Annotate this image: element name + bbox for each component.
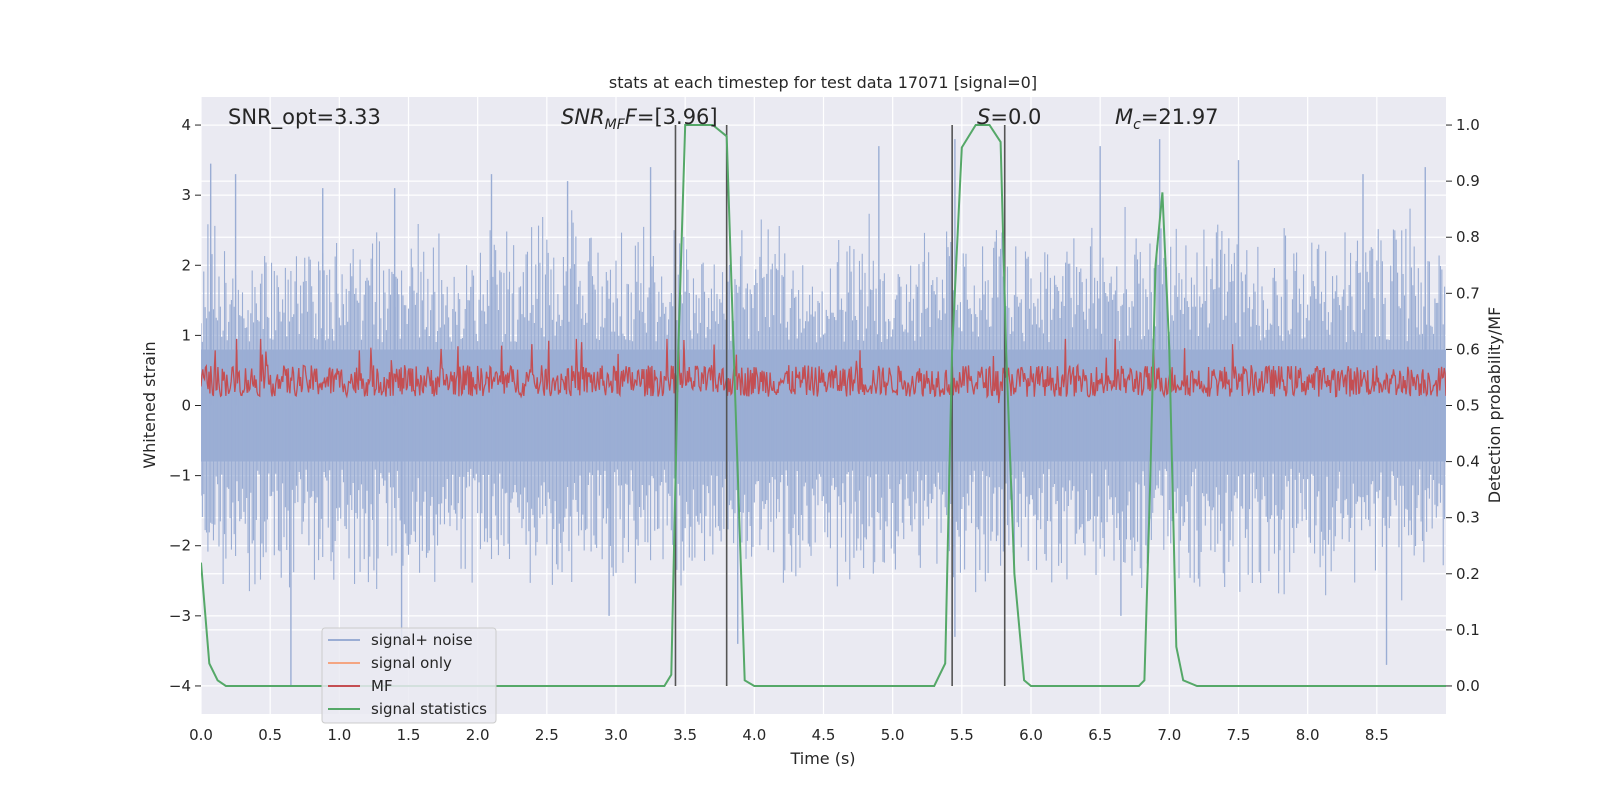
x-tick-label: 7.5 xyxy=(1227,726,1251,744)
annotation-snr-mf: SNRMFF=[3.96] xyxy=(561,105,718,133)
y-right-tick-label: 0.2 xyxy=(1456,565,1480,583)
y-tick-label: 3 xyxy=(181,186,191,204)
x-tick-label: 4.0 xyxy=(742,726,766,744)
y-tick-label: −2 xyxy=(169,537,191,555)
x-axis-label: Time (s) xyxy=(789,749,855,768)
x-tick-label: 6.0 xyxy=(1019,726,1043,744)
x-tick-label: 3.5 xyxy=(673,726,697,744)
x-tick-label: 1.5 xyxy=(397,726,421,744)
x-tick-label: 0.0 xyxy=(189,726,213,744)
y-right-tick-label: 0.3 xyxy=(1456,509,1480,527)
y-tick-label: 2 xyxy=(181,256,191,274)
x-tick-label: 2.5 xyxy=(535,726,559,744)
y-tick-label: −1 xyxy=(169,467,191,485)
x-tick-label: 8.5 xyxy=(1365,726,1389,744)
y-right-tick-label: 0.0 xyxy=(1456,677,1480,695)
annotation-s: S=0.0 xyxy=(977,105,1041,129)
legend-box xyxy=(321,627,497,724)
y-tick-label: 0 xyxy=(181,397,191,415)
y-right-tick-label: 0.6 xyxy=(1456,340,1480,358)
mf-line xyxy=(201,338,1446,404)
x-tick-label: 7.0 xyxy=(1157,726,1181,744)
annotation-snr-opt: SNR_opt=3.33 xyxy=(228,105,381,130)
y-right-tick-label: 1.0 xyxy=(1456,116,1480,134)
y-tick-label: −4 xyxy=(169,677,191,695)
y-axis-label-left: Whitened strain xyxy=(140,341,159,468)
series-mf xyxy=(201,338,1446,404)
y-right-tick-label: 0.8 xyxy=(1456,228,1480,246)
x-tick-label: 5.5 xyxy=(950,726,974,744)
x-tick-label: 3.0 xyxy=(604,726,628,744)
x-ticks: 0.0 0.5 1.0 1.5 2.0 2.5 3.0 3.5 4.0 4.5 5.0 5.5 6.0 6… xyxy=(189,726,1389,744)
vertical-markers xyxy=(674,125,1006,686)
y-right-tick-label: 0.1 xyxy=(1456,621,1480,639)
y-right-tick-label: 0.5 xyxy=(1456,397,1480,415)
y-right-tick-label: 0.4 xyxy=(1456,453,1480,471)
legend-label-mf: MF xyxy=(371,677,393,695)
x-tick-label: 5.0 xyxy=(881,726,905,744)
y-tick-label: −3 xyxy=(169,607,191,625)
annotation-mc: Mc=21.97 xyxy=(1115,105,1219,133)
legend-label-signal-only: signal only xyxy=(371,654,452,672)
legend: signal+ noise signal only MF signal stat… xyxy=(321,627,497,724)
chart-title: stats at each timestep for test data 170… xyxy=(609,73,1037,92)
legend-label-signal-statistics: signal statistics xyxy=(371,700,487,718)
y-tick-label: 4 xyxy=(181,116,191,134)
series-signal-statistics xyxy=(201,124,1446,687)
y-right-tick-label: 0.9 xyxy=(1456,172,1480,190)
signal-statistics-line xyxy=(201,124,1446,687)
y-tick-label: 1 xyxy=(181,326,191,344)
y-axis-label-right: Detection probability/MF xyxy=(1485,307,1504,504)
series-signal-noise xyxy=(201,139,1446,686)
y-ticks-left: 4 3 2 1 0 −1 −2 −3 −4 xyxy=(169,116,201,695)
legend-label-signal-noise: signal+ noise xyxy=(371,631,473,649)
x-tick-label: 1.0 xyxy=(327,726,351,744)
x-tick-label: 8.0 xyxy=(1296,726,1320,744)
y-ticks-right: 1.0 0.9 0.8 0.7 0.6 0.5 0.4 0.3 0.2 0.1 0.0 xyxy=(1446,116,1480,695)
x-tick-label: 6.5 xyxy=(1088,726,1112,744)
x-tick-label: 2.0 xyxy=(466,726,490,744)
x-tick-label: 4.5 xyxy=(812,726,836,744)
y-right-tick-label: 0.7 xyxy=(1456,284,1480,302)
x-tick-label: 0.5 xyxy=(258,726,282,744)
